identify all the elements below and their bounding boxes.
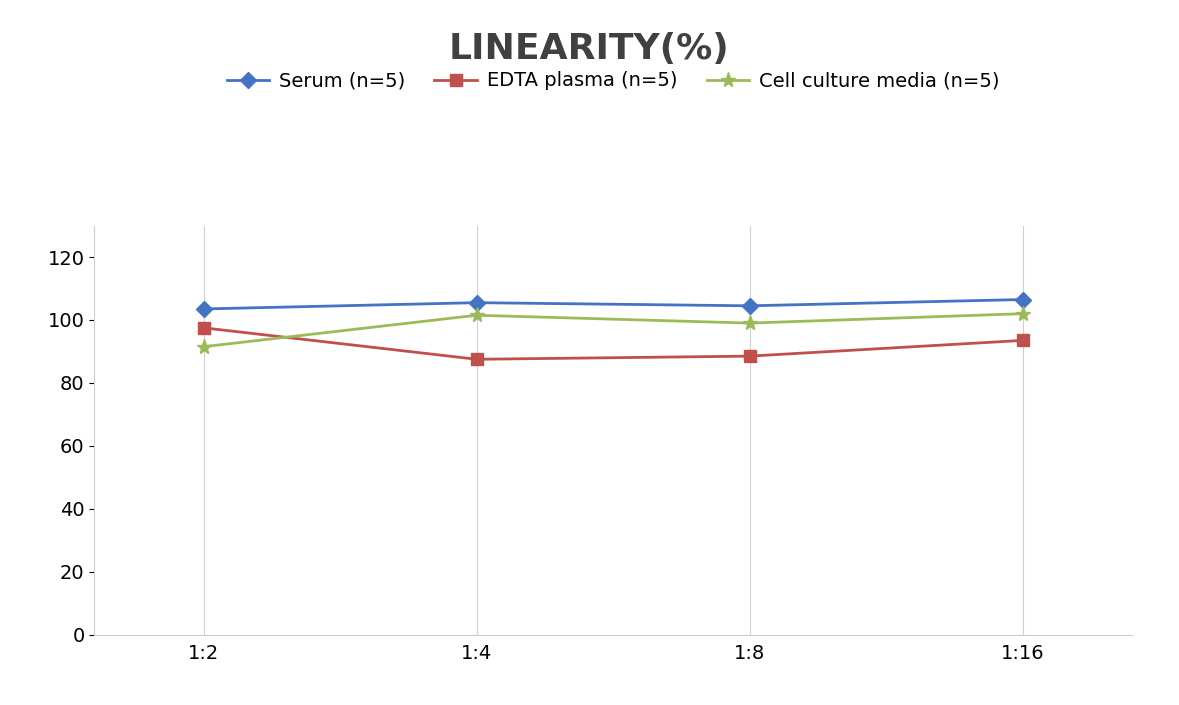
EDTA plasma (n=5) [197, 324, 211, 332]
Cell culture media (n=5) [1015, 309, 1029, 318]
Serum (n=5) [1015, 295, 1029, 304]
EDTA plasma (n=5) [1015, 336, 1029, 345]
EDTA plasma (n=5) [743, 352, 757, 360]
Cell culture media (n=5) [469, 311, 483, 319]
Serum (n=5) [743, 302, 757, 310]
Cell culture media (n=5) [197, 343, 211, 351]
Serum (n=5) [469, 298, 483, 307]
Legend: Serum (n=5), EDTA plasma (n=5), Cell culture media (n=5): Serum (n=5), EDTA plasma (n=5), Cell cul… [219, 63, 1007, 98]
Serum (n=5) [197, 305, 211, 313]
Line: EDTA plasma (n=5): EDTA plasma (n=5) [198, 322, 1028, 364]
Line: Serum (n=5): Serum (n=5) [198, 294, 1028, 314]
Cell culture media (n=5) [743, 319, 757, 327]
Line: Cell culture media (n=5): Cell culture media (n=5) [196, 306, 1030, 355]
EDTA plasma (n=5) [469, 355, 483, 364]
Text: LINEARITY(%): LINEARITY(%) [449, 32, 730, 66]
